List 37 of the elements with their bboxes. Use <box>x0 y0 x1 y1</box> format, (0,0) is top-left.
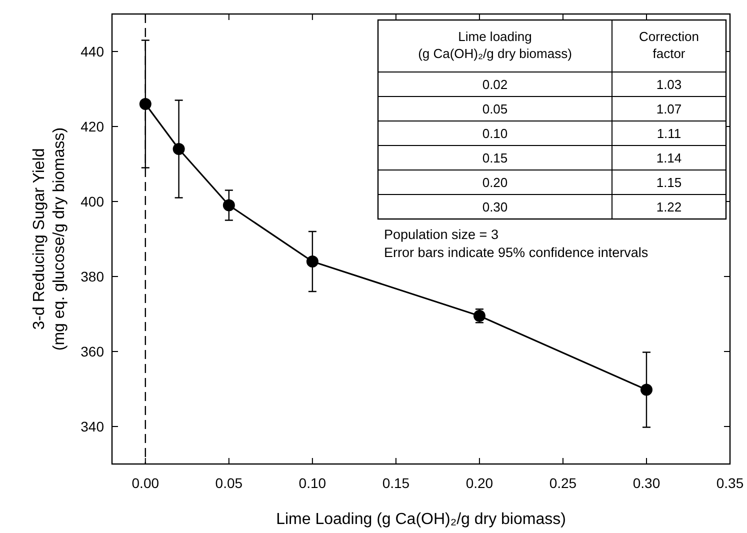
annotation: Error bars indicate 95% confidence intervals <box>384 245 648 260</box>
x-tick-label: 0.15 <box>382 475 410 491</box>
y-tick-label: 400 <box>80 194 104 210</box>
y-tick-label: 420 <box>80 118 104 134</box>
y-axis-title: 3-d Reducing Sugar Yield (mg eq. glucose/g dry biomass) <box>31 127 68 351</box>
annotation: 1.14 <box>656 150 682 166</box>
annotation: 0.05 <box>482 102 508 116</box>
x-axis-title: Lime Loading (g Ca(OH)₂/g dry biomass) <box>276 511 566 528</box>
y-tick-label: 360 <box>80 344 104 360</box>
y-tick-label: 380 <box>80 268 104 284</box>
annotation: Population size = 3 <box>384 227 498 242</box>
annotation: 1.11 <box>656 126 682 141</box>
y-tick-label: 340 <box>80 418 104 434</box>
annotation: 1.03 <box>656 77 682 92</box>
annotation: 1.07 <box>656 102 682 116</box>
point <box>222 199 235 212</box>
point <box>172 143 185 155</box>
annotation: 0.10 <box>482 126 508 141</box>
annotation: 1.15 <box>656 175 682 190</box>
point <box>139 98 152 110</box>
annotation: 0.02 <box>482 77 508 92</box>
annotation: 0.30 <box>482 200 508 214</box>
annotation: 0.15 <box>482 150 508 166</box>
annotation: Correction factor <box>639 29 699 61</box>
x-tick-label: 0.30 <box>632 475 660 491</box>
x-tick-label: 0.05 <box>215 475 243 491</box>
x-tick-label: 0.20 <box>466 475 494 491</box>
x-tick-label: 0.00 <box>132 475 160 491</box>
y-tick-label: 440 <box>80 44 104 60</box>
x-tick-label: 0.25 <box>549 475 577 491</box>
point <box>306 256 318 268</box>
point <box>640 384 652 396</box>
annotation: Lime loading (g Ca(OH)₂/g dry biomass) <box>418 29 572 61</box>
x-tick-label: 0.35 <box>716 475 744 491</box>
annotation: 0.20 <box>482 175 508 190</box>
x-tick-label: 0.10 <box>298 475 326 491</box>
annotation: 1.22 <box>656 200 682 214</box>
